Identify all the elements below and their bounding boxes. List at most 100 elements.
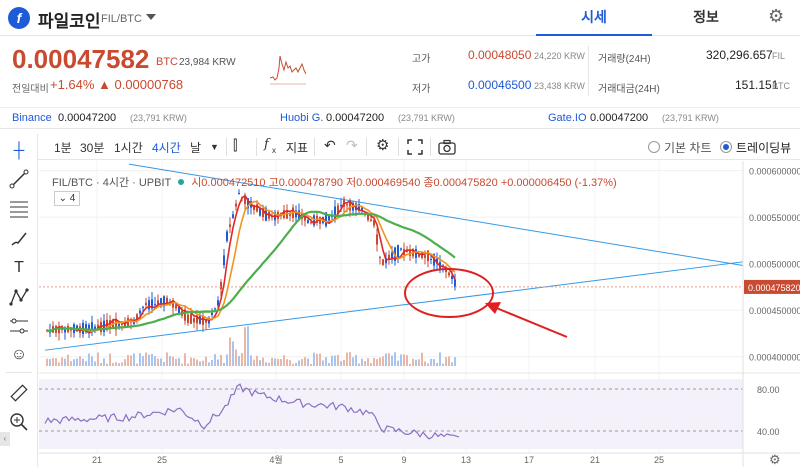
volume-bar (115, 362, 117, 366)
volume-bar (64, 358, 66, 366)
candle-body (214, 308, 216, 310)
candle-type-icon[interactable]: ⫿ (233, 137, 238, 153)
interval-1h[interactable]: 1시간 (114, 141, 143, 155)
x-tick-label: 21 (92, 455, 102, 465)
volume-label: 거래량(24H) (598, 54, 651, 65)
interval-day[interactable]: 날 (190, 141, 202, 155)
exchange-name[interactable]: Gate.IO (548, 112, 587, 124)
candle-body (142, 306, 144, 308)
candle-body (262, 208, 264, 217)
trend-lines (39, 163, 744, 351)
candle-body (337, 205, 339, 215)
change-percent: +1.64% (50, 77, 95, 92)
trendline-icon[interactable] (8, 168, 30, 190)
chart-settings-gear-icon[interactable]: ⚙ (376, 137, 390, 154)
current-price-tag-label: 0.000475820 (748, 283, 800, 293)
pattern-icon[interactable] (8, 286, 30, 308)
undo-icon[interactable]: ↶ (324, 137, 336, 153)
interval-dropdown-icon[interactable]: ▼ (210, 142, 219, 152)
current-price: 0.00047582 (12, 44, 150, 74)
indicators-button[interactable]: 지표 (286, 141, 309, 155)
emoji-icon[interactable]: ☺ (10, 346, 28, 363)
candle-body (196, 316, 198, 324)
volume-bar (319, 353, 321, 366)
exchange-name[interactable]: Binance (12, 112, 52, 124)
indicators-collapse-button[interactable]: ⌄ 4 (54, 191, 80, 206)
ruler-icon[interactable] (8, 382, 30, 404)
candle-body (382, 259, 384, 265)
exchange-name[interactable]: Huobi G. (280, 112, 324, 124)
basic-chart-radio[interactable] (648, 141, 660, 153)
volume-bar (292, 363, 294, 366)
candle-body (319, 216, 321, 224)
volume-bar (265, 362, 267, 366)
candle-body (424, 255, 426, 258)
redo-icon[interactable]: ↷ (346, 137, 358, 153)
candle-body (268, 211, 270, 219)
candle-body (397, 245, 399, 258)
volume-bar (73, 359, 75, 366)
volume-bar (166, 352, 168, 366)
tradingview-label[interactable]: 트레이딩뷰 (736, 141, 792, 155)
high-krw: 24,220 KRW (534, 51, 585, 61)
volume-bar (94, 361, 96, 366)
candle-body (295, 210, 297, 218)
volume-bar (226, 354, 228, 366)
indicator-fx-icon[interactable]: f (264, 137, 269, 152)
volume-bar (223, 362, 225, 366)
basic-chart-label[interactable]: 기본 차트 (664, 141, 712, 155)
current-price-unit: BTC (156, 56, 178, 68)
camera-icon[interactable] (438, 139, 456, 155)
change-value: ▲ 0.00000768 (98, 77, 184, 92)
volume-bar (157, 358, 159, 366)
toolbar-separator (256, 138, 257, 156)
panel-collapse-icon[interactable]: ‹ (0, 432, 10, 446)
volume-bar (130, 355, 132, 366)
candle-body (100, 321, 102, 333)
candle-body (289, 213, 291, 216)
volume-bar (256, 355, 258, 366)
volume-bar (112, 363, 114, 366)
volume-bar (352, 357, 354, 366)
volume-bar (415, 359, 417, 366)
prediction-icon[interactable] (8, 315, 30, 337)
axis-settings-gear-icon[interactable]: ⚙ (769, 453, 781, 467)
high-label: 고가 (412, 54, 431, 65)
volume-bar (136, 363, 138, 366)
crosshair-icon[interactable]: ┼ (13, 142, 25, 159)
interval-30m[interactable]: 30분 (80, 141, 105, 155)
candle-body (307, 220, 309, 224)
volume-bar (445, 357, 447, 366)
candle-body (235, 203, 237, 207)
fullscreen-icon[interactable] (407, 139, 423, 155)
candle-body (415, 249, 417, 258)
fib-retracement-icon[interactable] (8, 197, 30, 219)
candle-body (310, 222, 312, 224)
toolbar-separator (430, 138, 431, 156)
candle-body (148, 300, 150, 310)
volume-bar (364, 361, 366, 366)
volume-bar (163, 361, 165, 366)
candle-body (400, 248, 402, 250)
text-tool-icon[interactable]: T (14, 259, 24, 276)
volume-bar (385, 353, 387, 366)
tab-price[interactable]: 시세 (536, 0, 652, 36)
volume-bar (250, 355, 252, 366)
candle-body (406, 251, 408, 253)
volume-bar (298, 360, 300, 366)
interval-1m[interactable]: 1분 (54, 141, 72, 155)
settings-gear-icon[interactable]: ⚙ (768, 6, 785, 26)
candle-body (160, 298, 162, 306)
candle-body (217, 300, 219, 306)
volume-bar (379, 357, 381, 366)
zoom-in-icon[interactable] (8, 411, 30, 433)
tradingview-radio[interactable] (720, 141, 732, 153)
tab-info[interactable]: 정보 (693, 9, 719, 25)
candle-body (244, 195, 246, 205)
coin-pair: FIL/BTC (101, 13, 142, 25)
x-tick-label: 25 (157, 455, 167, 465)
brush-icon[interactable] (8, 227, 30, 249)
pair-dropdown-icon[interactable] (146, 14, 156, 20)
interval-4h[interactable]: 4시간 (152, 141, 181, 155)
price-chart[interactable]: 0.000600000 0.000550000 0.000500000 0.00045… (39, 161, 800, 467)
